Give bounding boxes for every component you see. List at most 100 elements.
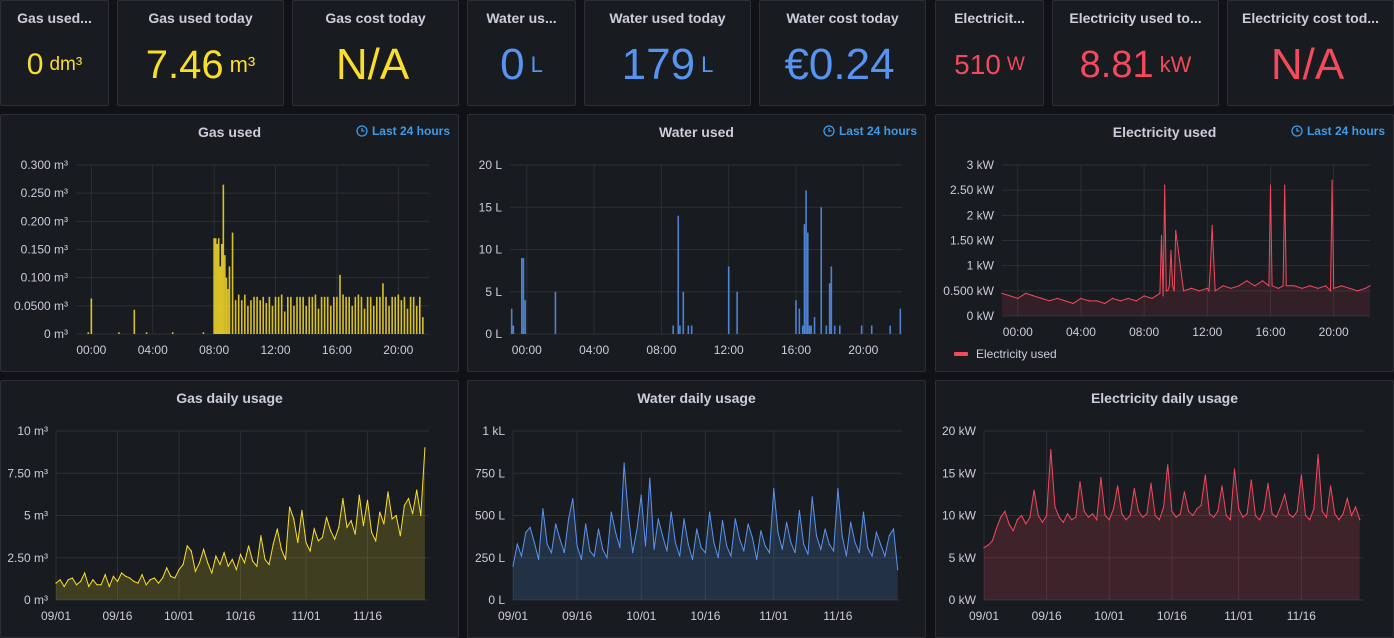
data-point bbox=[420, 514, 422, 517]
data-point bbox=[550, 552, 553, 554]
data-point bbox=[1279, 506, 1282, 508]
data-point bbox=[1192, 514, 1194, 517]
data-point bbox=[1350, 514, 1353, 517]
data-point bbox=[1096, 519, 1098, 521]
chart-bar bbox=[262, 296, 265, 334]
data-point bbox=[1325, 285, 1327, 287]
time-range-info[interactable]: Last 24 hours bbox=[1291, 124, 1385, 138]
data-point bbox=[1208, 513, 1211, 515]
data-point bbox=[1164, 184, 1166, 186]
chart-bar bbox=[889, 325, 892, 334]
data-point bbox=[280, 548, 283, 550]
data-point bbox=[387, 491, 389, 493]
data-point bbox=[1087, 516, 1089, 518]
chart-series bbox=[983, 448, 1361, 600]
chart-bar bbox=[299, 296, 301, 334]
time-range-info[interactable]: Last 24 hours bbox=[356, 124, 450, 138]
chart-bar bbox=[247, 305, 249, 334]
electricity-daily-usage-panel: Electricity daily usage 0 kW 5 kW 10 kW 15 … bbox=[935, 380, 1394, 638]
chart-bar bbox=[244, 294, 246, 334]
data-point bbox=[1296, 510, 1298, 512]
series-area bbox=[56, 447, 425, 600]
data-point bbox=[88, 585, 90, 588]
data-point bbox=[726, 545, 728, 547]
data-point bbox=[1150, 482, 1152, 484]
data-point bbox=[1032, 295, 1035, 297]
stat-value: 7.46 m³ bbox=[118, 31, 283, 99]
chart-bar bbox=[87, 332, 90, 334]
data-point bbox=[546, 543, 548, 545]
data-point bbox=[572, 498, 574, 500]
y-tick-label: 1 kL bbox=[482, 424, 505, 438]
data-point bbox=[542, 508, 544, 510]
data-point bbox=[1154, 514, 1156, 517]
chart-series bbox=[512, 462, 899, 600]
data-point bbox=[1268, 285, 1270, 287]
data-point bbox=[379, 511, 381, 513]
data-point bbox=[606, 557, 608, 559]
stat-title: Gas used today bbox=[148, 10, 253, 26]
chart-bar bbox=[357, 294, 360, 334]
data-point bbox=[704, 552, 706, 554]
panel-title: Electricity daily usage bbox=[1090, 390, 1239, 406]
chart-grid bbox=[510, 164, 902, 335]
panel-title: Gas daily usage bbox=[176, 390, 283, 406]
data-point bbox=[679, 555, 681, 557]
data-point bbox=[1348, 287, 1351, 289]
data-point bbox=[610, 511, 612, 513]
data-point bbox=[178, 568, 180, 571]
water-daily-usage-chart: 0 L 250 L 500 L 750 L 1 kL 09/01 09/16 10/01 10/… bbox=[475, 424, 902, 623]
data-point bbox=[1125, 519, 1127, 521]
data-point bbox=[1198, 290, 1201, 292]
data-point bbox=[104, 574, 106, 576]
series-line bbox=[1001, 180, 1371, 304]
x-tick-label: 16:00 bbox=[322, 343, 352, 357]
chart-bar bbox=[415, 305, 418, 334]
data-point bbox=[653, 548, 655, 550]
chart-bar bbox=[838, 325, 841, 334]
time-range-info[interactable]: Last 24 hours bbox=[823, 124, 917, 138]
chart-legend[interactable]: Electricity used bbox=[954, 347, 1057, 361]
data-point bbox=[666, 550, 668, 552]
y-tick-label: 0 m³ bbox=[44, 327, 68, 341]
data-point bbox=[293, 518, 295, 520]
chart-bar bbox=[813, 317, 816, 334]
chart-bar bbox=[287, 296, 289, 334]
data-point bbox=[1171, 285, 1174, 287]
data-point bbox=[614, 531, 617, 533]
data-point bbox=[264, 558, 266, 561]
data-point bbox=[593, 555, 595, 557]
chart-bar bbox=[213, 238, 215, 334]
data-point bbox=[897, 568, 899, 571]
chart-bar bbox=[382, 283, 384, 334]
electricity-used-chart: 0 kW 0.500 kW 1 kW 1.50 kW 2 kW 2.50 kW 3 kW 00… bbox=[943, 158, 1371, 339]
stat-title: Water cost today bbox=[786, 10, 899, 26]
chart-bar bbox=[333, 296, 335, 334]
data-point bbox=[824, 528, 826, 530]
y-tick-label: 0.150 m³ bbox=[21, 243, 68, 257]
data-point bbox=[1170, 249, 1172, 252]
stat-panel: Gas cost today N/A bbox=[292, 0, 459, 106]
chart-bar bbox=[736, 291, 738, 334]
x-tick-label: 10/16 bbox=[225, 609, 255, 623]
y-tick-label: 10 kW bbox=[942, 509, 977, 523]
chart-series bbox=[1001, 179, 1371, 316]
data-point bbox=[112, 575, 114, 577]
x-tick-label: 04:00 bbox=[138, 343, 168, 357]
y-tick-label: 5 kW bbox=[949, 551, 977, 565]
chart-bar bbox=[522, 257, 525, 334]
stat-panel: Water us... 0 L bbox=[467, 0, 576, 106]
data-point bbox=[773, 487, 775, 490]
y-tick-label: 20 kW bbox=[942, 424, 977, 438]
data-point bbox=[1004, 510, 1006, 512]
x-tick-label: 09/01 bbox=[41, 609, 71, 623]
x-tick-label: 09/01 bbox=[498, 609, 528, 623]
legend-label: Electricity used bbox=[976, 347, 1057, 361]
chart-bar bbox=[806, 232, 809, 334]
data-point bbox=[529, 526, 531, 528]
data-point bbox=[1083, 510, 1085, 512]
data-point bbox=[841, 535, 843, 537]
data-point bbox=[662, 535, 664, 537]
water-used-panel: Water used Last 24 hours 0 L 5 L 10 L 15 L 2… bbox=[467, 114, 926, 372]
y-tick-label: 0.100 m³ bbox=[21, 271, 68, 285]
